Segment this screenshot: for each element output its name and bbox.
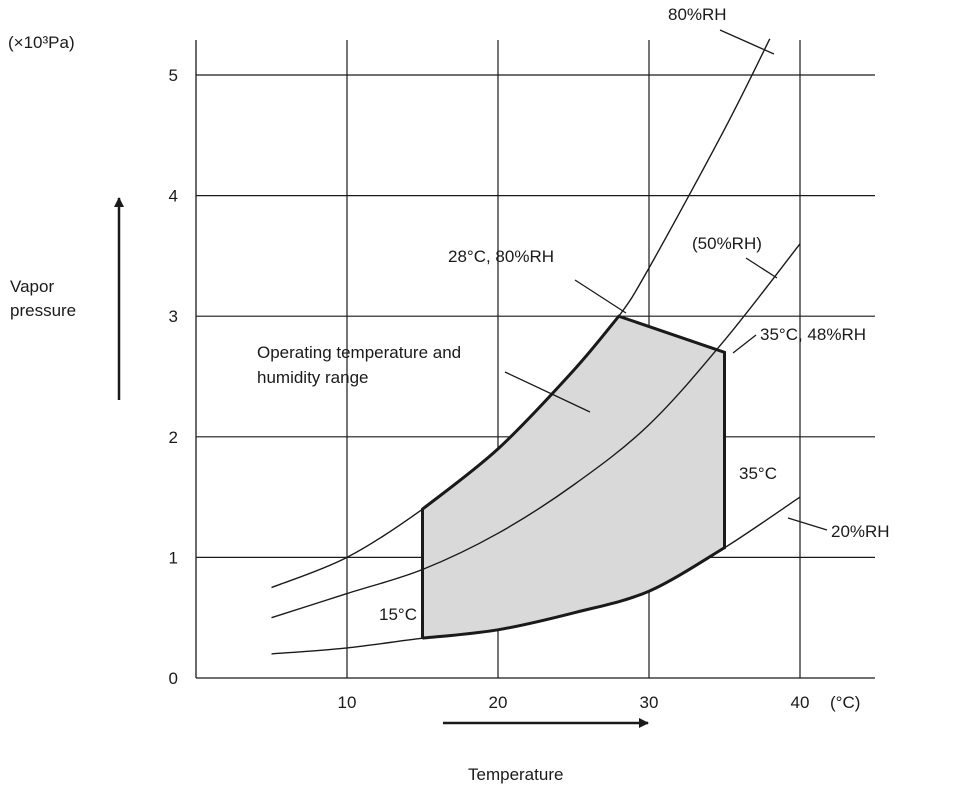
series-label-80rh-leader — [719, 29, 775, 55]
x-tick-label: 40 — [791, 693, 810, 712]
series-label-50rh-leader — [745, 257, 778, 279]
series-label-20rh: 20%RH — [831, 522, 890, 541]
y-tick-label: 3 — [169, 307, 178, 326]
series-curve-0 — [271, 38, 771, 589]
x-unit-label: (°C) — [830, 693, 860, 712]
y-tick-label: 0 — [169, 669, 178, 688]
y-tick-label: 4 — [169, 187, 178, 206]
y-tick-label: 2 — [169, 428, 178, 447]
series-lines — [271, 38, 801, 655]
series-label-20rh-leader — [787, 517, 828, 531]
y-tick-labels: 0 1 2 3 4 5 — [169, 66, 178, 688]
x-tick-label: 30 — [640, 693, 659, 712]
y-tick-label: 5 — [169, 66, 178, 85]
x-tick-labels: 10 20 30 40 — [338, 693, 810, 712]
region-label-line1: Operating temperature and — [257, 343, 461, 362]
y-tick-label: 1 — [169, 548, 178, 567]
series-label-80rh: 80%RH — [668, 5, 727, 24]
annotation-28c-80rh-leader — [574, 279, 627, 314]
y-unit-label: (×10³Pa) — [8, 33, 75, 52]
annotation-28c-80rh: 28°C, 80%RH — [448, 247, 554, 266]
series-label-50rh: (50%RH) — [692, 234, 762, 253]
region-label-leader — [504, 371, 591, 413]
x-tick-label: 10 — [338, 693, 357, 712]
annotation-35c: 35°C — [739, 464, 777, 483]
annotation-35c-48rh-leader — [732, 334, 757, 354]
annotation-35c-48rh: 35°C, 48%RH — [760, 325, 866, 344]
series-curve-1 — [271, 243, 801, 619]
region-label-line2: humidity range — [257, 368, 369, 387]
y-axis-label-line2: pressure — [10, 301, 76, 320]
series-curve-2 — [271, 496, 801, 655]
x-axis-label: Temperature — [468, 765, 563, 784]
operating-range-region — [421, 314, 726, 640]
annotation-15c: 15°C — [379, 605, 417, 624]
x-tick-label: 20 — [489, 693, 508, 712]
y-axis-label-line1: Vapor — [10, 277, 54, 296]
